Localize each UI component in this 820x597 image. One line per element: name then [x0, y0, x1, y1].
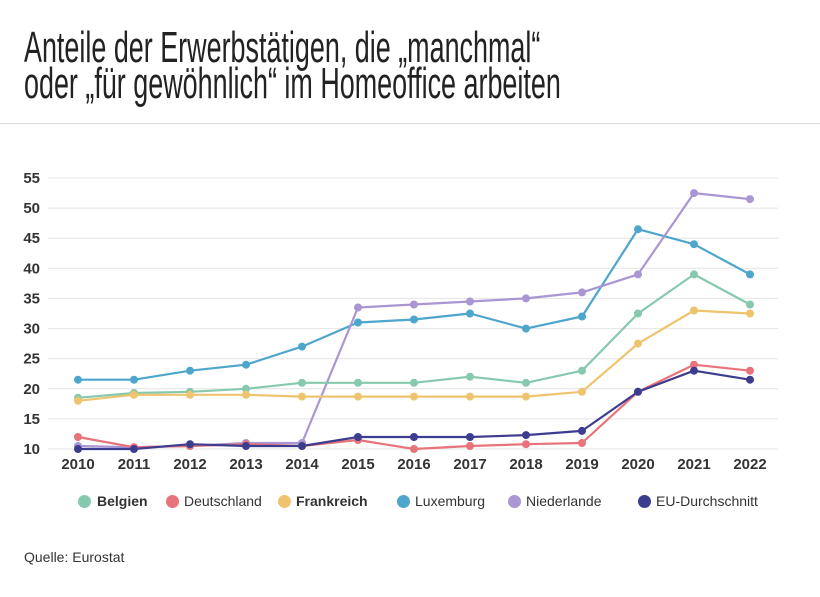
svg-text:2020: 2020 — [621, 456, 654, 473]
svg-text:50: 50 — [23, 200, 40, 217]
svg-text:2018: 2018 — [509, 456, 542, 473]
svg-text:20: 20 — [23, 381, 40, 398]
svg-text:40: 40 — [23, 260, 40, 277]
svg-text:2013: 2013 — [229, 456, 262, 473]
svg-text:2012: 2012 — [173, 456, 206, 473]
svg-text:2010: 2010 — [61, 456, 94, 473]
svg-text:2011: 2011 — [118, 456, 151, 473]
svg-text:35: 35 — [23, 290, 40, 307]
svg-text:2017: 2017 — [453, 456, 486, 473]
svg-text:55: 55 — [23, 170, 40, 187]
svg-text:2022: 2022 — [733, 456, 766, 473]
svg-text:2015: 2015 — [341, 456, 374, 473]
svg-text:25: 25 — [23, 351, 40, 368]
svg-text:10: 10 — [23, 441, 40, 458]
svg-text:2021: 2021 — [677, 456, 710, 473]
svg-text:15: 15 — [23, 411, 40, 428]
svg-text:2016: 2016 — [397, 456, 430, 473]
svg-text:45: 45 — [23, 230, 40, 247]
svg-text:2019: 2019 — [565, 456, 598, 473]
svg-text:2014: 2014 — [285, 456, 319, 473]
svg-text:30: 30 — [23, 321, 40, 338]
